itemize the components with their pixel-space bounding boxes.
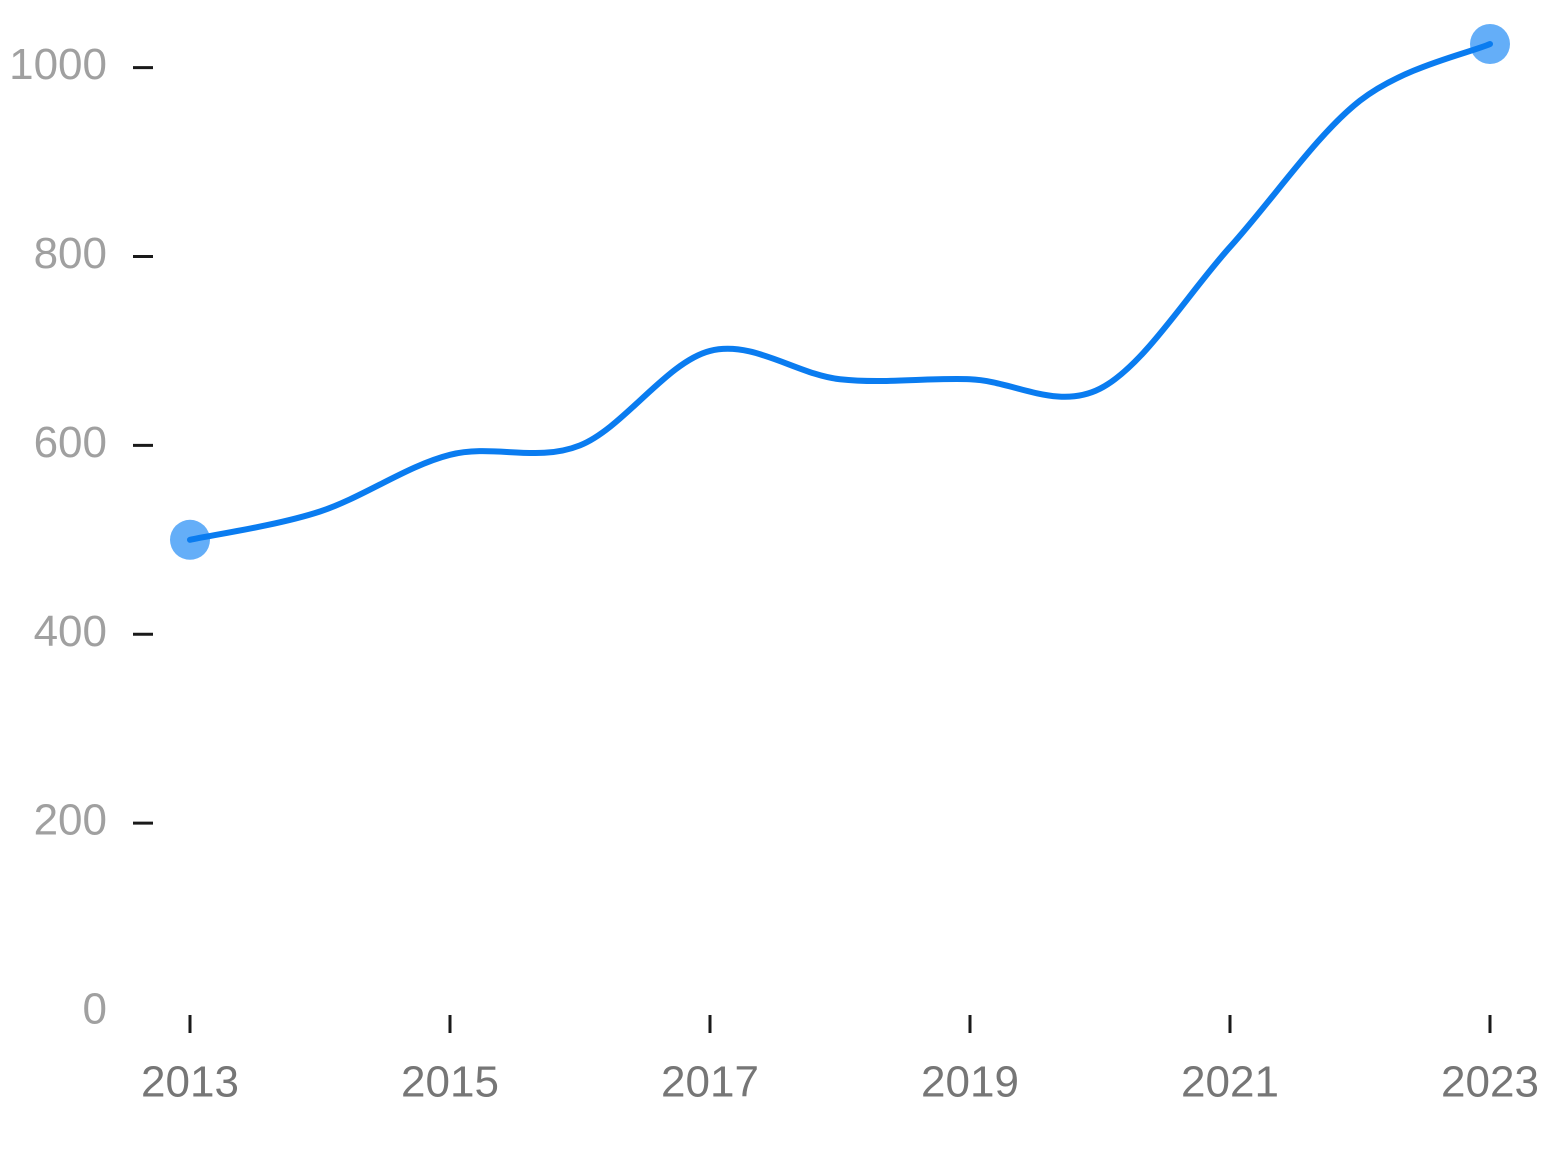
y-tick-label: 200 <box>34 796 107 845</box>
x-tick-label: 2023 <box>1441 1058 1539 1107</box>
line <box>187 41 1493 543</box>
y-tick-label: 800 <box>34 229 107 278</box>
x-tick-label: 2013 <box>141 1058 239 1107</box>
y-tick-label: 600 <box>34 418 107 467</box>
x-tick-label: 2017 <box>661 1058 759 1107</box>
y-tick-label: 0 <box>83 985 107 1034</box>
x-tick-label: 2021 <box>1181 1058 1279 1107</box>
y-tick-label: 400 <box>34 607 107 656</box>
x-tick-label: 2015 <box>401 1058 499 1107</box>
x-tick-label: 2019 <box>921 1058 1019 1107</box>
y-tick-label: 1000 <box>9 40 107 89</box>
